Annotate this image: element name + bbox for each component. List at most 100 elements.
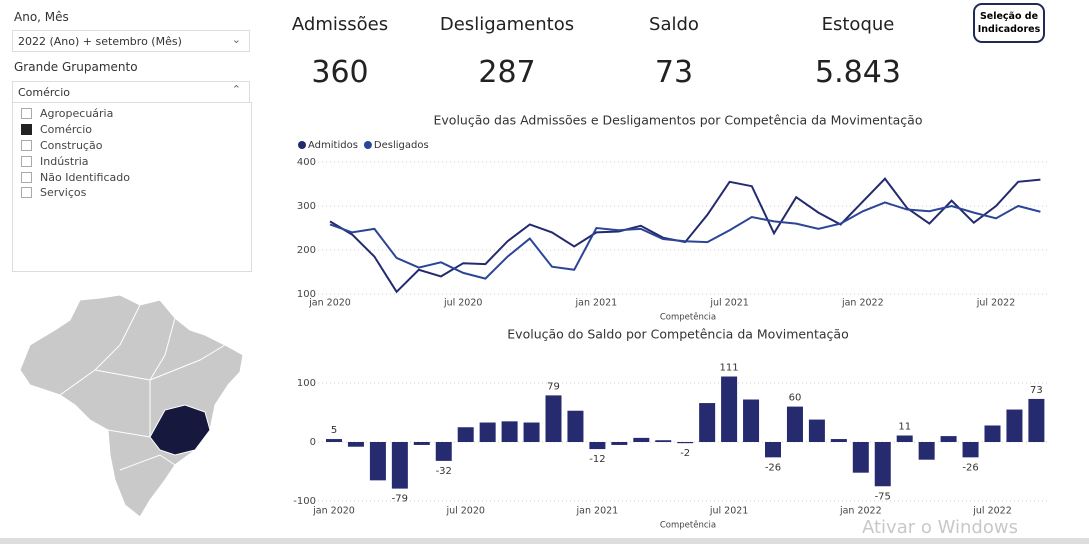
bar	[435, 442, 452, 461]
bar	[479, 422, 496, 442]
bar	[721, 376, 738, 442]
bar	[940, 436, 957, 442]
option-label: Agropecuária	[40, 107, 114, 121]
data-label: -26	[765, 462, 781, 473]
data-label: -2	[680, 448, 690, 459]
bar	[567, 410, 584, 442]
data-label: -12	[589, 454, 605, 465]
line-series	[329, 201, 1041, 280]
data-label: 111	[720, 363, 739, 374]
map-country	[19, 294, 244, 518]
data-label: 73	[1030, 385, 1043, 396]
x-tick-label: jul 2020	[443, 298, 483, 309]
bar	[830, 439, 847, 442]
option[interactable]: Comércio	[13, 122, 251, 138]
option-list: Agropecuária Comércio Construção Indústria N…	[12, 102, 252, 272]
bar	[545, 395, 562, 442]
legend-label: Desligados	[374, 140, 429, 151]
bar	[984, 425, 1001, 442]
indicator-button[interactable]: Seleção de Indicadores	[973, 3, 1045, 43]
chevron: ⌄	[231, 33, 241, 46]
line-series	[329, 177, 1041, 294]
x-tick-label: jan 2022	[839, 506, 882, 517]
data-label: -75	[875, 491, 891, 502]
map-borders	[94, 317, 176, 381]
kpi-value: 5.843	[815, 55, 901, 90]
legend-marker	[363, 141, 372, 149]
option[interactable]: Construção	[13, 138, 251, 154]
option-label: Não Identificado	[40, 170, 130, 184]
bar	[786, 406, 803, 442]
kpi-name: Estoque	[821, 14, 895, 35]
map-borders	[119, 454, 176, 471]
bar	[347, 442, 364, 447]
x-tick-label: jul 2022	[976, 298, 1016, 309]
kpi-value: 73	[654, 55, 694, 90]
option-label: Construção	[40, 138, 103, 152]
x-tick-label: jul 2021	[709, 298, 749, 309]
checkbox[interactable]	[21, 155, 32, 167]
legend-marker	[298, 141, 306, 149]
checkbox[interactable]	[21, 124, 32, 136]
bar	[501, 421, 518, 442]
x-tick-label: jan 2021	[576, 506, 619, 517]
kpi-name: Desligamentos	[439, 14, 575, 35]
bar	[633, 437, 650, 442]
checkbox[interactable]	[21, 187, 32, 199]
bar	[918, 442, 935, 460]
checkbox[interactable]	[21, 108, 32, 120]
bar	[413, 442, 430, 445]
data-label: -79	[392, 494, 408, 505]
x-tick-label: jan 2022	[841, 298, 884, 309]
bar	[874, 442, 891, 487]
map-borders	[107, 344, 226, 438]
x-tick-label: jan 2021	[575, 298, 618, 309]
chart-title: Evolução do Saldo por Competência da Mov…	[507, 327, 848, 342]
x-axis-title: Competência	[660, 312, 716, 323]
bar	[611, 442, 628, 445]
bar	[743, 399, 760, 442]
y-tick-label: 200	[297, 245, 316, 256]
y-tick-label: 100	[297, 289, 316, 300]
data-label: 11	[898, 422, 911, 433]
x-tick-label: jul 2020	[445, 506, 485, 517]
kpi-name: Admissões	[291, 14, 389, 35]
bar	[457, 427, 474, 442]
data-label: 5	[331, 425, 337, 436]
checkbox[interactable]	[21, 139, 32, 151]
bar	[391, 442, 408, 489]
x-tick-label: jan 2020	[308, 298, 351, 309]
bar	[765, 442, 781, 458]
dropdown-value: Comércio	[18, 86, 71, 99]
option-label: Comércio	[40, 123, 93, 137]
bar	[1006, 409, 1023, 442]
option[interactable]: Serviços	[13, 185, 251, 201]
kpi: Admissões 360	[240, 14, 440, 90]
watermark: Ativar o Windows	[862, 517, 1018, 538]
kpi-name: Saldo	[649, 14, 699, 35]
data-label: -32	[436, 466, 452, 477]
filter-label: Ano, Mês	[14, 10, 69, 24]
chevron: ⌃	[231, 83, 241, 96]
bar	[699, 403, 716, 442]
period-dropdown[interactable]: 2022 (Ano) + setembro (Mês) ⌄	[12, 30, 250, 52]
bar	[369, 442, 386, 481]
y-tick-label: 0	[310, 437, 316, 448]
option[interactable]: Não Identificado	[13, 169, 251, 185]
chart-title: Evolução das Admissões e Desligamentos p…	[434, 113, 923, 128]
x-tick-label: jul 2021	[709, 506, 749, 517]
y-tick-label: -100	[293, 496, 316, 507]
kpi-value: 287	[478, 55, 536, 90]
checkbox[interactable]	[21, 171, 32, 183]
brazil-map	[19, 294, 244, 518]
map-highlight-state	[149, 404, 211, 456]
filter-label: Grande Grupamento	[14, 60, 138, 74]
bar	[962, 442, 979, 458]
group-dropdown[interactable]: Comércio ⌃	[12, 81, 250, 103]
bar	[655, 440, 672, 442]
y-tick-label: 400	[297, 157, 316, 168]
option[interactable]: Indústria	[13, 153, 251, 169]
kpi: Estoque 5.843	[758, 14, 958, 90]
y-tick-label: 100	[297, 378, 316, 389]
option[interactable]: Agropecuária	[13, 106, 251, 122]
